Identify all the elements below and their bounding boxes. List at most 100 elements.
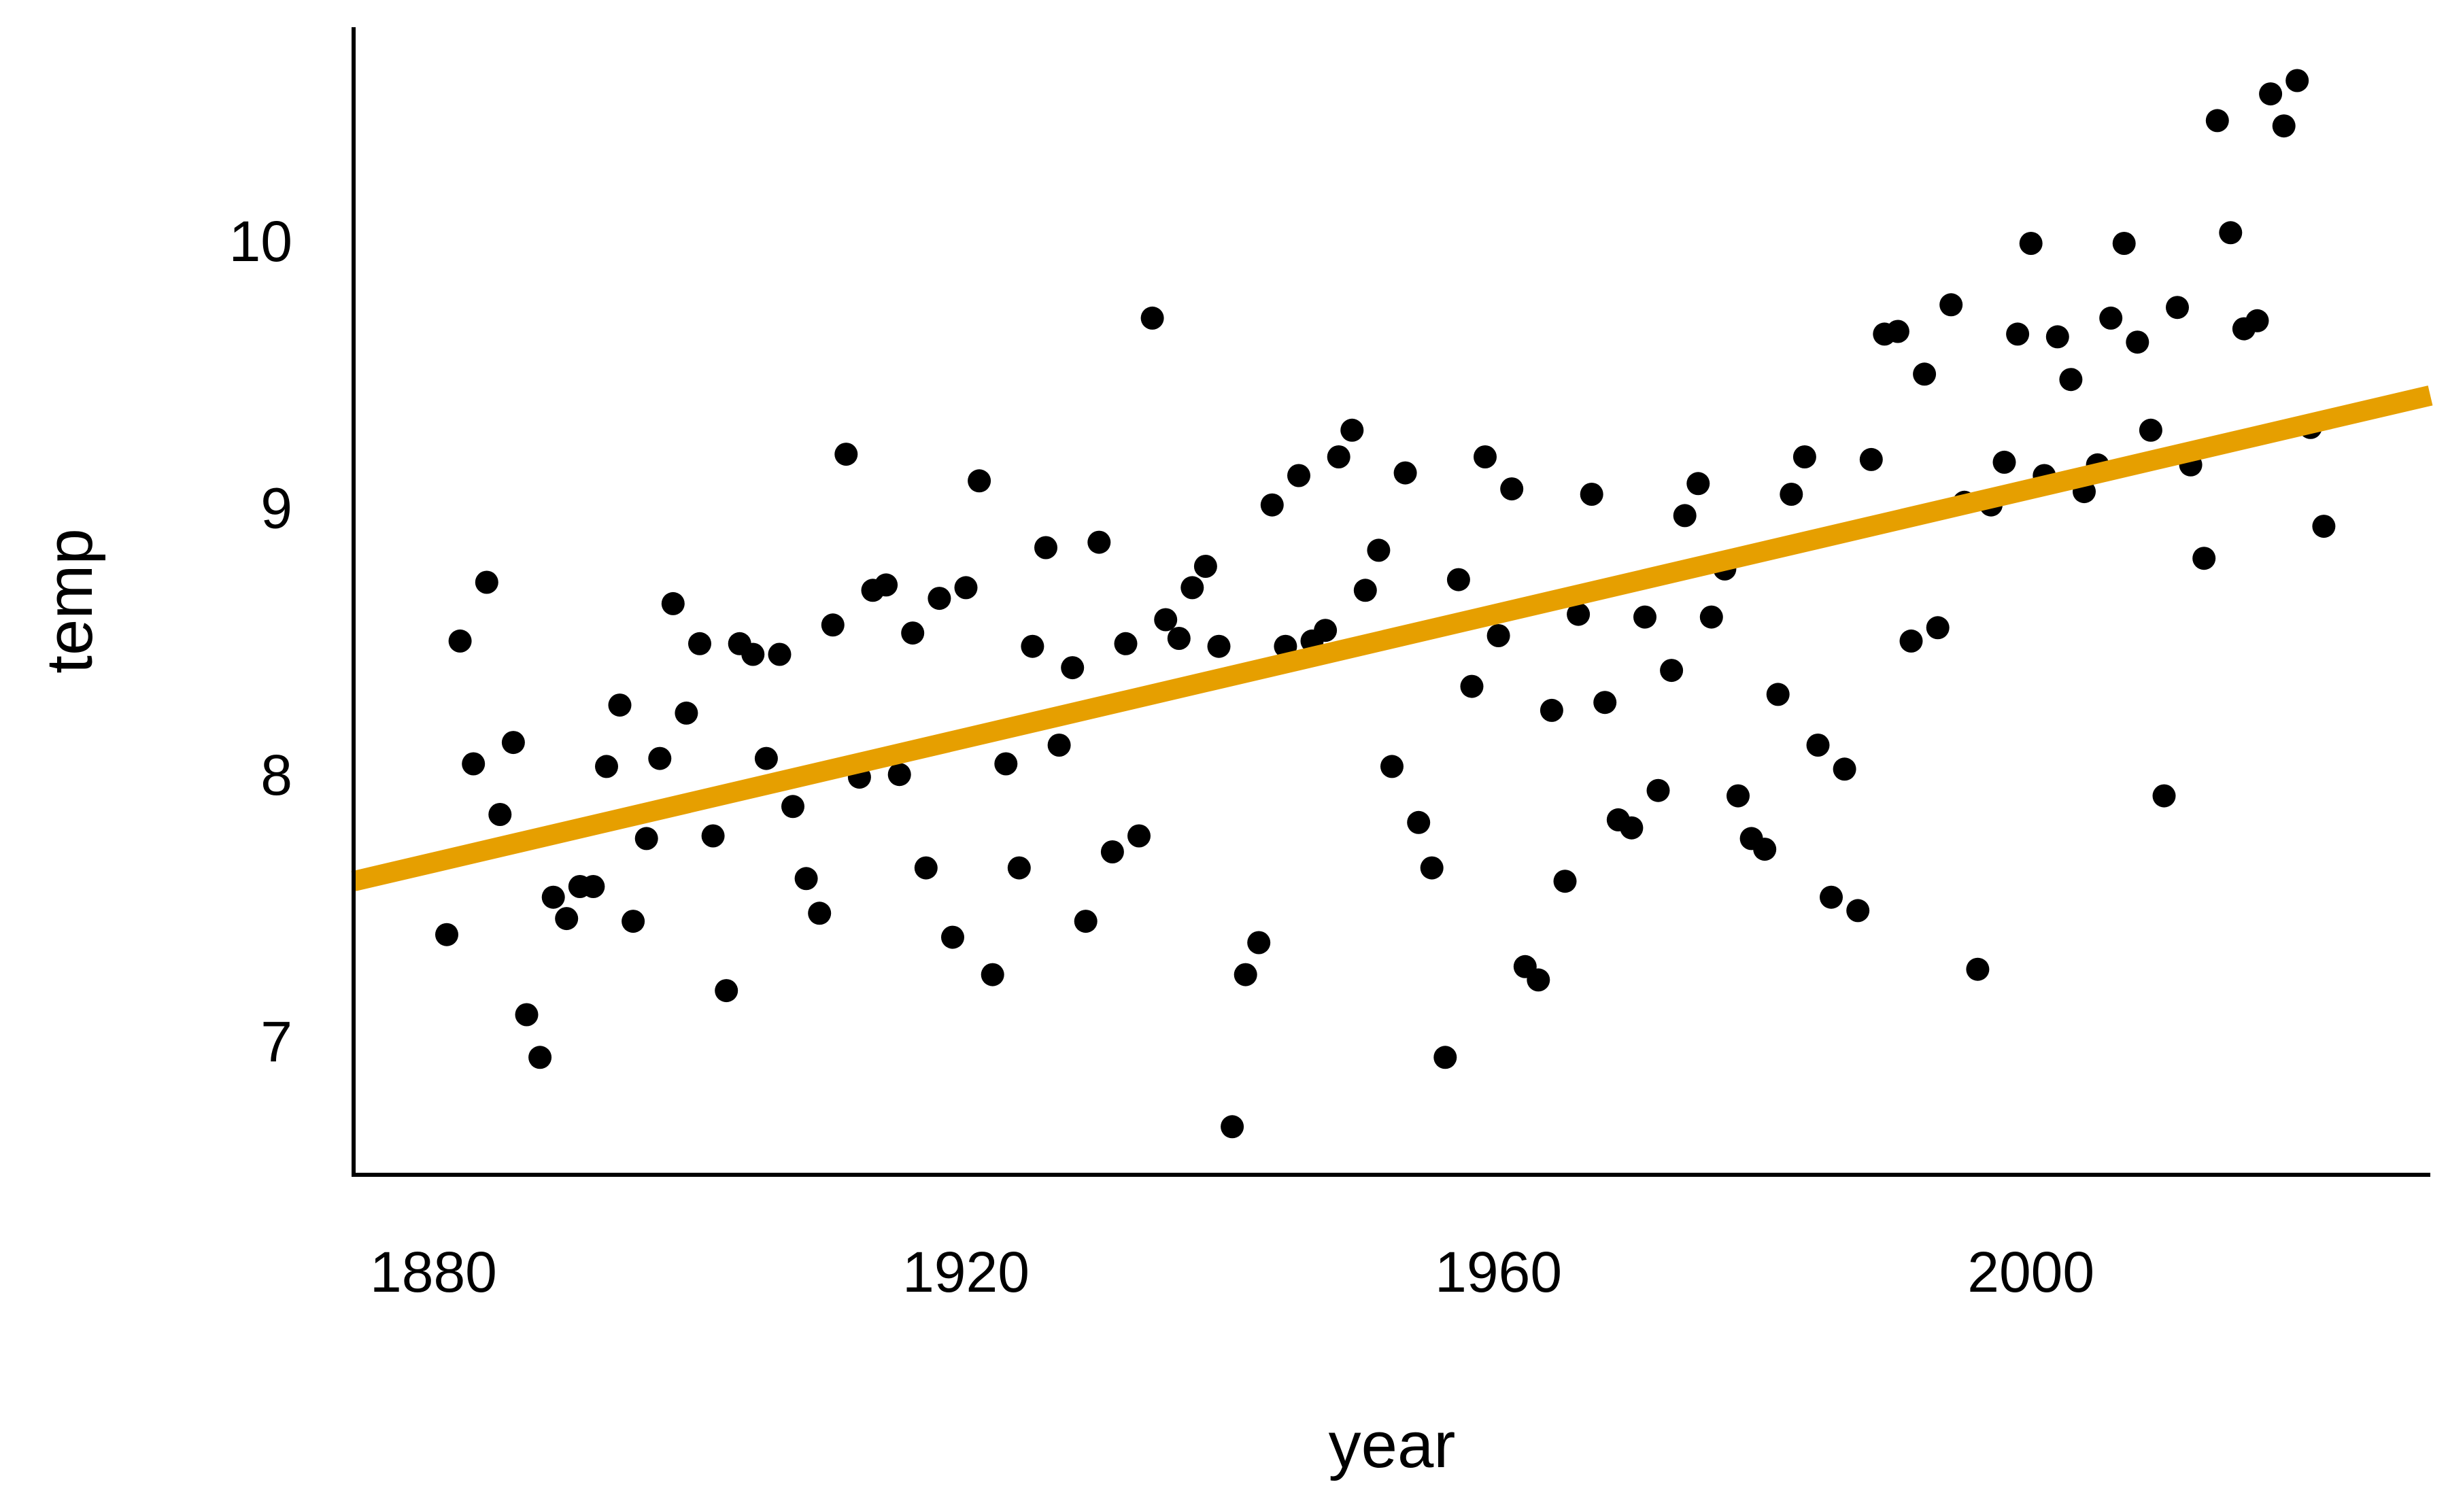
data-point-1932 (1114, 632, 1138, 655)
data-point-1900 (688, 632, 711, 655)
data-point-1985 (1820, 885, 1843, 909)
data-point-1884 (475, 570, 498, 594)
data-point-1980 (1753, 838, 1777, 861)
data-point-1973 (1660, 659, 1684, 683)
data-point-2013 (2192, 547, 2216, 570)
data-point-2022 (2312, 515, 2336, 538)
data-point-1917 (914, 856, 938, 880)
data-point-1970 (1620, 816, 1644, 840)
data-point-2002 (2045, 325, 2069, 349)
data-point-2019 (2272, 114, 2296, 138)
data-point-1934 (1140, 306, 1164, 330)
data-point-1938 (1193, 555, 1217, 578)
data-point-2008 (2126, 330, 2149, 354)
data-point-1927 (1047, 734, 1071, 757)
data-point-1916 (901, 621, 925, 645)
data-point-1976 (1699, 605, 1723, 629)
data-point-2006 (2099, 306, 2123, 330)
data-point-1918 (928, 587, 951, 611)
data-point-1949 (1340, 418, 1364, 442)
data-point-1965 (1553, 870, 1577, 893)
data-point-1896 (634, 827, 658, 850)
data-point-1963 (1527, 968, 1550, 992)
data-point-1910 (821, 613, 845, 637)
data-point-1947 (1314, 619, 1338, 642)
x-tick-label-1880: 1880 (370, 1240, 497, 1304)
data-point-2003 (2059, 368, 2083, 392)
data-point-1952 (1380, 755, 1404, 778)
data-point-1981 (1766, 683, 1790, 706)
data-point-1941 (1234, 963, 1257, 986)
data-point-1919 (941, 925, 964, 949)
data-point-1942 (1247, 931, 1271, 955)
data-point-1925 (1021, 634, 1044, 658)
data-point-1991 (1899, 629, 1923, 653)
x-tick-label-1960: 1960 (1435, 1240, 1562, 1304)
data-point-1948 (1327, 445, 1350, 468)
x-tick-label-1920: 1920 (902, 1240, 1030, 1304)
data-point-1954 (1407, 810, 1431, 834)
data-point-1951 (1367, 538, 1391, 562)
data-point-1888 (528, 1046, 552, 1069)
data-point-1972 (1646, 778, 1670, 802)
data-point-1894 (608, 693, 632, 717)
data-point-1943 (1260, 493, 1284, 517)
data-point-1966 (1567, 602, 1591, 626)
data-point-1907 (781, 795, 804, 819)
data-point-1904 (741, 642, 765, 666)
y-tick-label-7: 7 (260, 1010, 292, 1074)
data-point-1960 (1486, 624, 1510, 647)
data-point-1975 (1686, 472, 1710, 496)
data-point-1902 (715, 979, 738, 1003)
data-point-1893 (595, 755, 618, 778)
data-point-1988 (1859, 447, 1883, 471)
data-point-1939 (1207, 634, 1231, 658)
data-point-1933 (1127, 824, 1151, 848)
data-point-1915 (887, 763, 911, 787)
data-point-1983 (1792, 445, 1816, 468)
data-point-1920 (954, 576, 978, 600)
data-point-1998 (1992, 450, 2016, 474)
data-point-1921 (968, 469, 991, 493)
data-point-1882 (448, 629, 472, 653)
data-point-1906 (768, 642, 792, 666)
data-point-1924 (1007, 856, 1031, 880)
y-tick-label-9: 9 (260, 477, 292, 540)
data-point-1898 (661, 591, 685, 615)
data-point-1974 (1673, 504, 1697, 528)
x-tick-labels: 1880 1920 1960 2000 (370, 1240, 2094, 1304)
data-point-1953 (1393, 461, 1417, 485)
y-tick-labels: 7 8 9 10 (229, 209, 292, 1074)
data-point-1923 (994, 752, 1018, 776)
data-point-1929 (1074, 910, 1098, 933)
x-axis-title: year (1329, 1409, 1456, 1481)
data-point-1956 (1433, 1046, 1457, 1069)
data-point-1993 (1926, 616, 1950, 640)
data-point-1968 (1593, 691, 1617, 715)
data-point-1957 (1446, 568, 1470, 591)
data-point-2007 (2112, 232, 2136, 255)
data-point-1996 (1966, 957, 1990, 981)
points-layer (435, 69, 2336, 1139)
data-point-1909 (808, 901, 832, 925)
data-point-1940 (1221, 1115, 1244, 1139)
x-tick-label-2000: 2000 (1967, 1240, 2094, 1304)
data-point-2009 (2139, 418, 2162, 442)
data-point-1990 (1886, 320, 1909, 343)
data-point-1982 (1780, 483, 1803, 506)
data-point-1914 (874, 573, 898, 597)
data-point-1994 (1939, 293, 1963, 317)
data-point-1937 (1180, 576, 1204, 600)
data-point-1885 (488, 803, 512, 826)
data-point-1892 (581, 875, 605, 898)
data-point-1967 (1580, 483, 1603, 506)
data-point-2018 (2259, 82, 2283, 106)
data-point-2010 (2152, 784, 2176, 808)
data-point-1964 (1540, 698, 1563, 722)
data-point-1897 (648, 746, 672, 770)
data-point-1911 (834, 443, 858, 466)
data-point-2000 (2019, 232, 2043, 255)
data-point-1883 (462, 752, 486, 776)
data-point-1958 (1460, 674, 1484, 698)
